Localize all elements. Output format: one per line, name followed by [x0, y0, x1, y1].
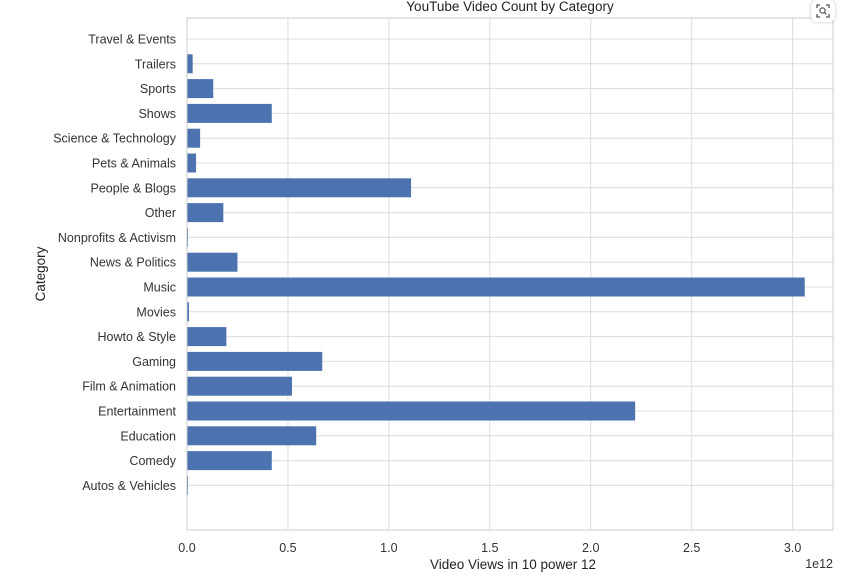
y-tick-label: Shows [138, 107, 176, 121]
bar [187, 426, 317, 446]
y-tick-label: News & Politics [90, 256, 176, 270]
x-tick-label: 1.0 [380, 541, 397, 555]
bar [187, 327, 227, 347]
y-tick-label: Movies [136, 305, 176, 319]
y-tick-label: Howto & Style [97, 330, 176, 344]
bar [187, 252, 238, 272]
grid-lines [186, 18, 833, 530]
zoom-icon [816, 4, 830, 18]
plot-frame [186, 17, 834, 531]
x-offset-label: 1e12 [805, 557, 833, 571]
chart-title: YouTube Video Count by Category [406, 0, 614, 14]
y-tick-label: Film & Animation [82, 380, 176, 394]
bar [187, 376, 292, 396]
zoom-button[interactable] [811, 0, 835, 22]
bar [187, 79, 214, 99]
x-tick-label: 1.5 [481, 541, 498, 555]
y-tick-label: Trailers [135, 57, 176, 71]
bar [187, 277, 805, 297]
y-tick-label: Pets & Animals [92, 157, 176, 171]
y-tick-labels: Autos & Vehicles Comedy Education Entertain… [53, 33, 177, 493]
bar [187, 54, 193, 74]
y-tick-label: Autos & Vehicles [82, 479, 176, 493]
y-tick-label: Science & Technology [53, 132, 177, 146]
bar [187, 178, 412, 198]
bar [187, 475, 189, 495]
x-tick-label: 2.5 [683, 541, 700, 555]
x-tick-label: 0.5 [279, 541, 296, 555]
x-tick-labels: 0.0 0.5 1.0 1.5 2.0 2.5 3.0 [178, 541, 801, 555]
y-tick-label: Entertainment [98, 405, 176, 419]
bar [187, 103, 272, 123]
x-tick-label: 3.0 [784, 541, 801, 555]
bars [187, 54, 805, 495]
y-tick-label: People & Blogs [91, 181, 176, 195]
y-tick-label: Gaming [132, 355, 176, 369]
y-tick-label: Music [143, 281, 176, 295]
y-tick-label: Nonprofits & Activism [58, 231, 176, 245]
bar [187, 203, 224, 223]
bar [187, 153, 197, 173]
x-tick-label: 2.0 [582, 541, 599, 555]
bar [187, 227, 189, 247]
bar [187, 351, 323, 371]
bar [187, 302, 190, 322]
y-tick-label: Education [120, 429, 176, 443]
bar [187, 451, 272, 471]
bar [187, 401, 636, 421]
y-axis-title: Category [33, 246, 48, 301]
y-tick-label: Sports [140, 82, 176, 96]
bar [187, 128, 201, 148]
y-tick-label: Comedy [129, 454, 176, 468]
y-tick-label: Other [145, 206, 176, 220]
y-tick-label: Travel & Events [88, 33, 176, 47]
x-axis-title: Video Views in 10 power 12 [430, 557, 596, 572]
x-tick-label: 0.0 [178, 541, 195, 555]
